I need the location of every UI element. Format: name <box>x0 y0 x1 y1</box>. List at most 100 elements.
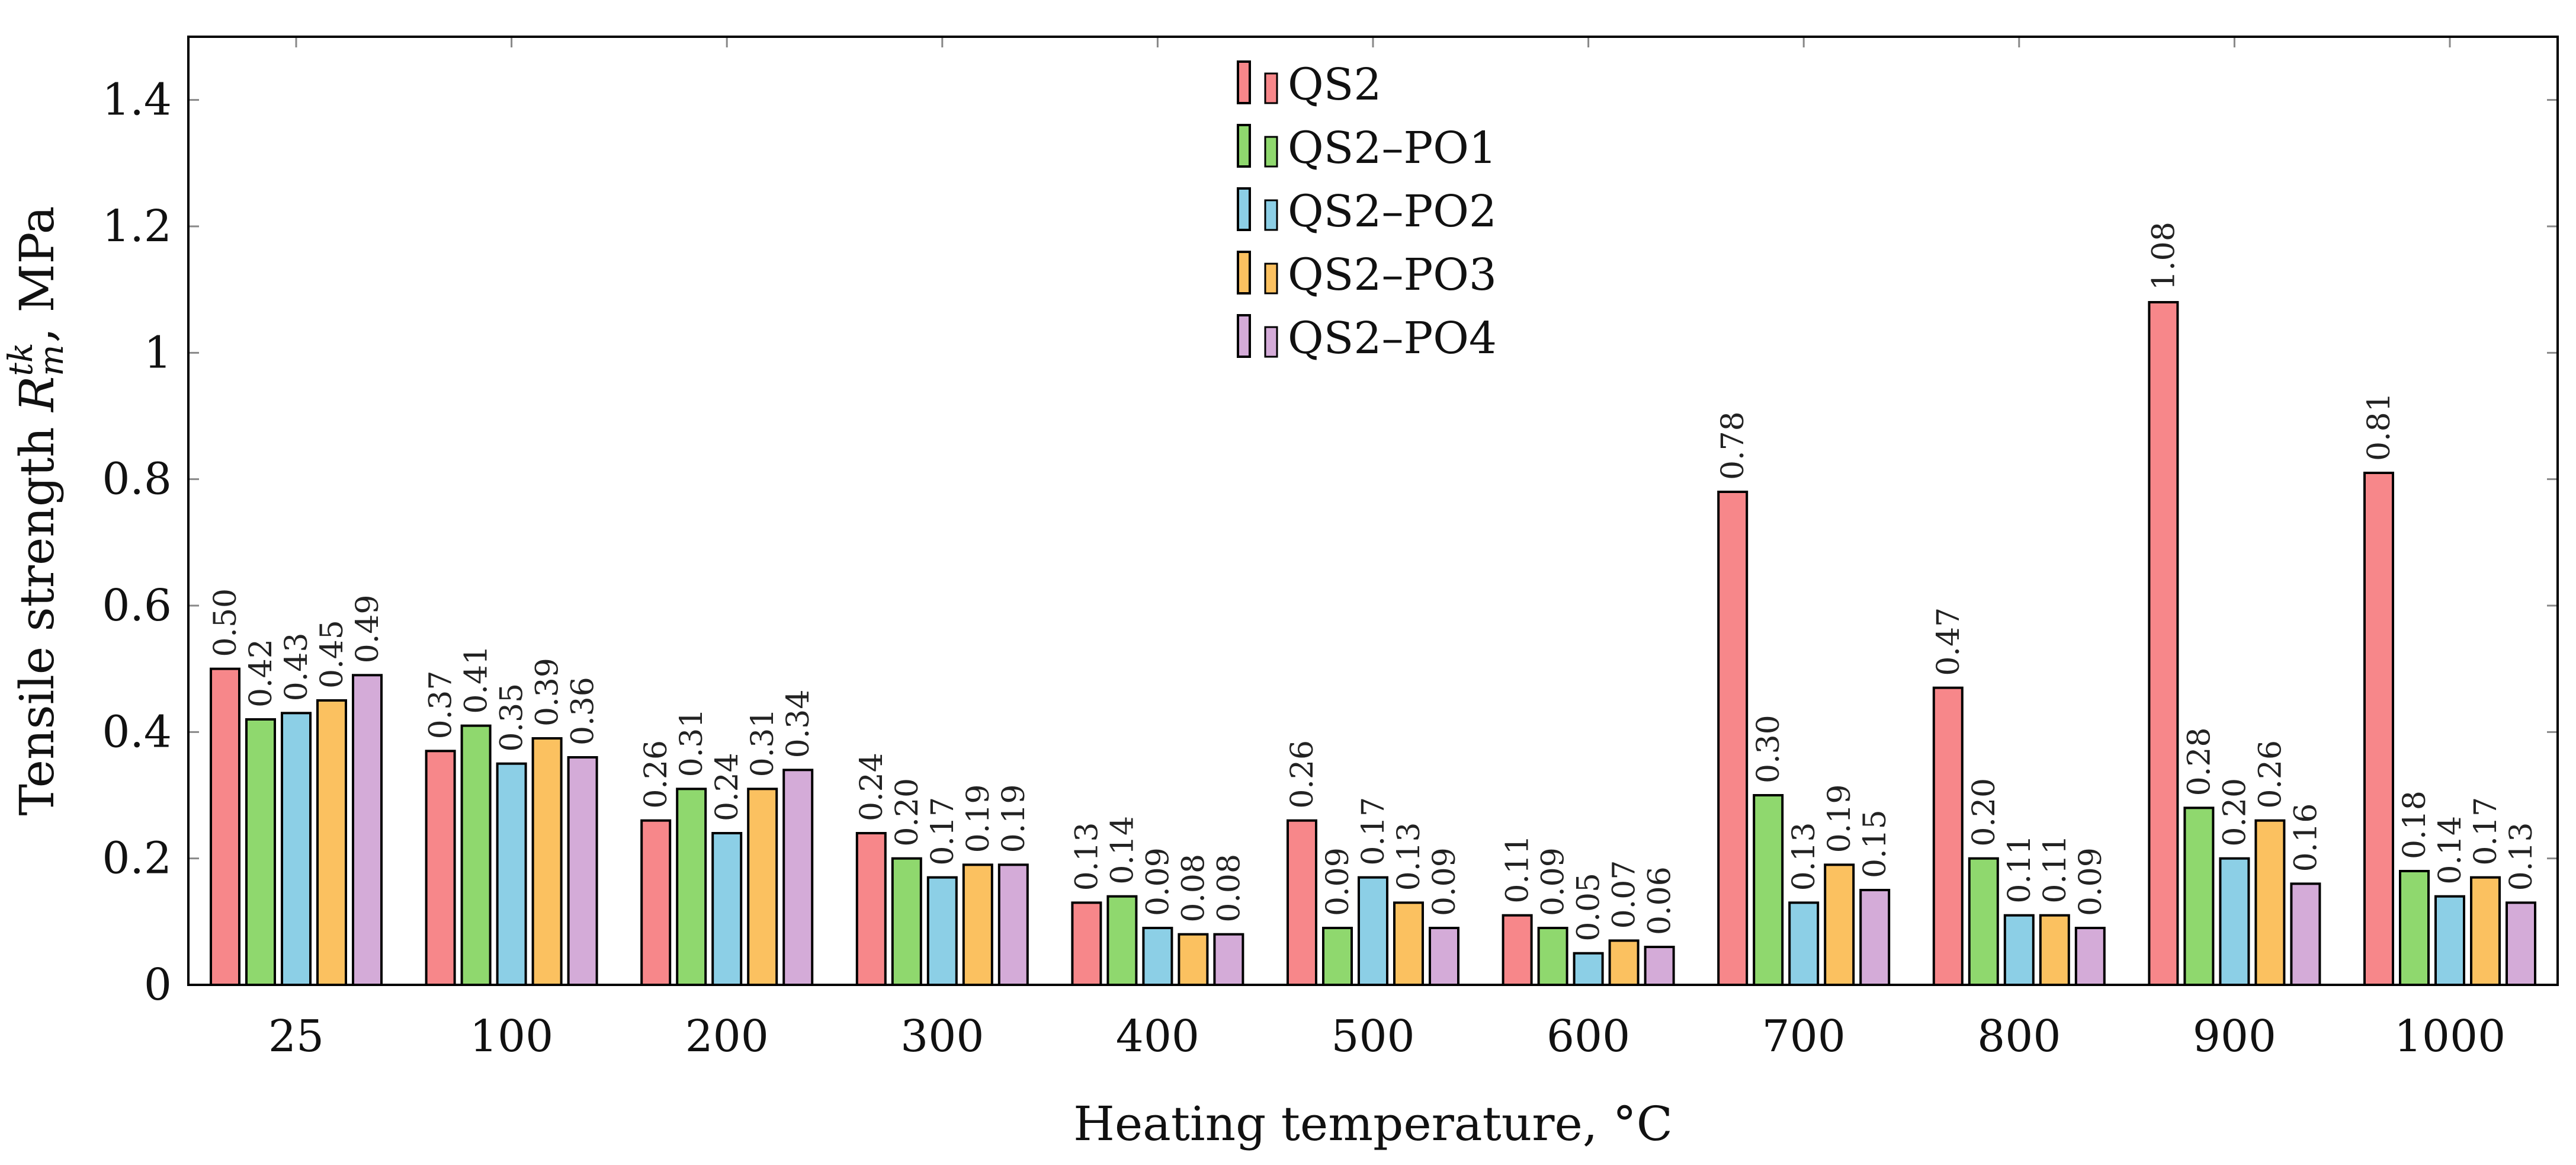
data-label: 0.35 <box>495 683 530 752</box>
data-label: 0.19 <box>961 785 996 853</box>
y-tick-label: 0.2 <box>102 833 172 884</box>
legend-label: QS2–PO1 <box>1288 123 1497 174</box>
x-tick-label: 600 <box>1547 1011 1630 1062</box>
data-label: 0.24 <box>854 753 890 821</box>
data-label: 0.17 <box>925 797 961 866</box>
legend-swatch <box>1264 72 1278 104</box>
bar <box>2039 914 2070 986</box>
bar <box>1322 927 1353 986</box>
bar <box>352 674 383 987</box>
data-label: 0.36 <box>566 677 601 745</box>
data-label: 0.11 <box>1500 835 1536 904</box>
legend-swatch <box>1264 136 1278 168</box>
bar <box>2290 882 2321 987</box>
bar <box>1859 889 1891 986</box>
bar <box>1393 901 1424 987</box>
bar <box>1213 933 1244 986</box>
bar <box>210 667 240 986</box>
bar <box>496 762 527 986</box>
data-label: 0.78 <box>1715 411 1751 480</box>
y-tick-label: 1.2 <box>102 201 172 252</box>
data-label: 0.09 <box>2073 847 2109 916</box>
bar <box>1142 927 1173 986</box>
bar <box>640 819 672 986</box>
data-label: 0.13 <box>1786 822 1822 891</box>
data-label: 0.09 <box>1427 847 1462 916</box>
data-label: 0.31 <box>745 709 781 777</box>
bar <box>2148 301 2179 986</box>
bar <box>1537 927 1568 986</box>
bar <box>676 788 707 987</box>
legend-item: QS2–PO4 <box>1237 313 1497 364</box>
legend-label: QS2 <box>1288 59 1381 110</box>
data-label: 0.09 <box>1140 847 1176 916</box>
bar <box>1358 876 1388 986</box>
y-axis-title-superscript: tk <box>2 343 40 376</box>
data-label: 0.43 <box>279 633 315 702</box>
x-tick-label: 900 <box>2193 1011 2276 1062</box>
bar <box>2506 901 2536 987</box>
x-tick-label: 800 <box>1977 1011 2061 1062</box>
bar <box>1178 933 1209 986</box>
legend-swatch <box>1264 199 1278 231</box>
data-labels: 0.50 0.37 0.26 0.24 0.13 0.26 0.11 0.78 0.47 1.08… <box>208 222 2539 941</box>
bar <box>1502 914 1533 986</box>
data-label: 0.13 <box>2504 822 2539 891</box>
data-label: 0.26 <box>1285 740 1320 809</box>
data-label: 1.08 <box>2146 222 2182 290</box>
data-label: 0.39 <box>530 658 566 726</box>
bar <box>711 832 743 986</box>
y-tick-label: 0 <box>144 959 172 1010</box>
bar <box>1573 952 1604 986</box>
data-label: 0.50 <box>208 588 243 657</box>
bar <box>891 857 922 986</box>
bar <box>245 718 276 986</box>
legend-swatch <box>1237 251 1251 295</box>
bar <box>782 769 814 987</box>
data-label: 0.24 <box>710 753 745 821</box>
legend-swatch <box>1264 263 1278 295</box>
axes: 00.20.40.60.811.21.425 100 200 300 400 500 600… <box>102 36 2559 1062</box>
data-label: 0.81 <box>2362 392 2397 461</box>
data-label: 0.19 <box>996 785 1032 853</box>
bar <box>2254 819 2286 986</box>
legend-swatch <box>1237 124 1251 168</box>
x-tick-label: 500 <box>1331 1011 1414 1062</box>
data-label: 0.45 <box>315 620 350 689</box>
legend-label: QS2–PO2 <box>1288 186 1497 237</box>
data-label: 0.05 <box>1571 873 1607 942</box>
data-label: 0.18 <box>2397 790 2433 859</box>
data-label: 0.08 <box>1211 854 1247 923</box>
y-axis-title-subscript: m <box>33 345 71 376</box>
legend-item: QS2–PO1 <box>1237 123 1497 174</box>
data-label: 0.14 <box>2433 816 2468 885</box>
data-label: 0.34 <box>781 690 816 758</box>
bar <box>1644 946 1675 986</box>
data-label: 0.42 <box>243 639 279 708</box>
data-label: 0.15 <box>1858 809 1893 878</box>
data-label: 0.09 <box>1536 847 1571 916</box>
bar <box>1106 895 1138 986</box>
bar <box>1932 686 1964 986</box>
legend-item: QS2–PO2 <box>1237 186 1497 237</box>
bar <box>1071 901 1102 987</box>
data-label: 0.09 <box>1320 847 1356 916</box>
legend-swatch <box>1264 326 1278 358</box>
bar <box>281 712 312 987</box>
x-tick-label: 300 <box>900 1011 984 1062</box>
bar <box>1788 901 1820 987</box>
legend-label: QS2–PO3 <box>1288 249 1497 300</box>
legend-label: QS2–PO4 <box>1288 313 1497 364</box>
bar <box>531 737 563 986</box>
data-label: 0.31 <box>674 709 710 777</box>
data-label: 0.11 <box>2002 835 2038 904</box>
data-label: 0.13 <box>1391 822 1427 891</box>
data-label: 0.07 <box>1607 860 1643 929</box>
legend-item: QS2–PO3 <box>1237 249 1497 300</box>
data-label: 0.49 <box>350 595 386 664</box>
data-label: 0.19 <box>1822 785 1858 853</box>
legend-swatch <box>1237 314 1251 358</box>
x-tick-label: 200 <box>685 1011 769 1062</box>
bar <box>567 756 598 986</box>
bar <box>425 750 456 987</box>
